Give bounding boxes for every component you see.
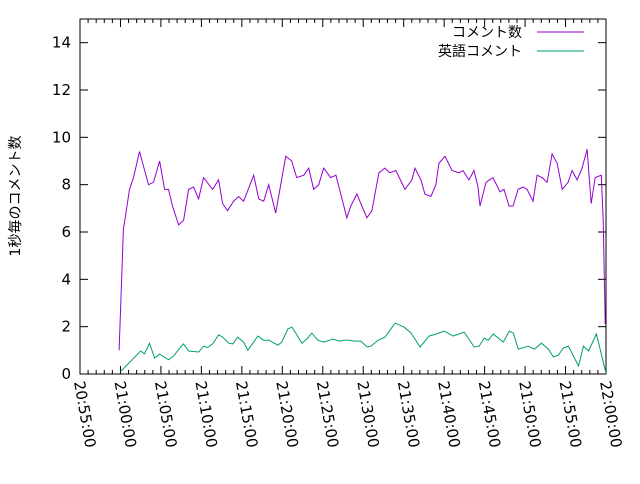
y-tick-label: 4	[61, 270, 71, 288]
x-tick-label: 21:30:00	[353, 380, 382, 449]
x-tick-label: 21:05:00	[151, 380, 180, 449]
x-tick-label: 21:10:00	[191, 380, 220, 449]
x-tick-label: 21:20:00	[272, 380, 301, 449]
x-tick-label: 20:55:00	[70, 380, 99, 449]
y-tick-label: 14	[52, 34, 71, 52]
y-tick-label: 10	[52, 128, 71, 146]
x-tick-label: 21:55:00	[556, 380, 585, 449]
y-tick-label: 8	[61, 176, 71, 194]
x-tick-label: 21:15:00	[232, 380, 261, 449]
x-tick-label: 22:00:00	[596, 380, 625, 449]
legend-label-0: コメント数	[452, 25, 522, 41]
plot-border	[79, 18, 607, 375]
legend: コメント数 英語コメント	[438, 25, 584, 60]
x-tick-label: 21:00:00	[111, 380, 140, 449]
y-tick-label: 0	[61, 365, 71, 383]
x-tick-label: 21:40:00	[434, 380, 463, 449]
legend-label-1: 英語コメント	[438, 43, 522, 60]
x-tick-label: 21:35:00	[394, 380, 423, 449]
series-group	[118, 149, 607, 374]
x-tick-label: 21:45:00	[475, 380, 504, 449]
series-line-0	[118, 149, 606, 351]
y-axis-label: 1秒毎のコメント数	[8, 136, 24, 257]
y-tick-label: 2	[61, 318, 71, 336]
axes: 0 2 4 6 8 10 12 14 20:55:00 21:00:00 21:05:00 21:10…	[52, 18, 625, 449]
y-tick-label: 12	[52, 81, 71, 99]
y-tick-label: 6	[61, 223, 71, 241]
x-tick-label: 21:25:00	[313, 380, 342, 449]
x-tick-label: 21:50:00	[515, 380, 544, 449]
series-line-1	[120, 322, 607, 374]
